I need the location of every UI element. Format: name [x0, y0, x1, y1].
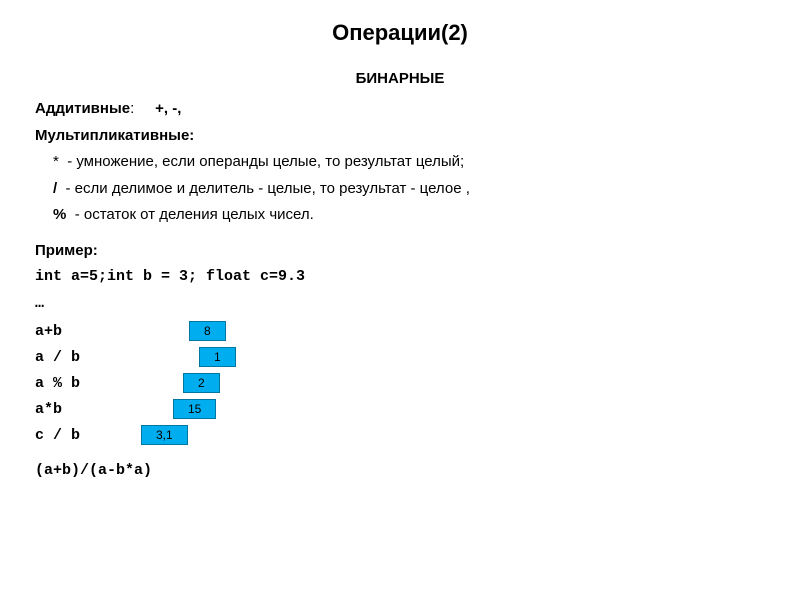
expr-row: c / b 3,1	[35, 424, 765, 446]
result-box: 8	[189, 321, 226, 341]
additive-label: Аддитивные	[35, 100, 130, 117]
example-dots: …	[35, 294, 765, 314]
additive-ops: +, -,	[155, 100, 181, 117]
mult-sym-2: %	[53, 206, 66, 223]
result-box: 1	[199, 347, 236, 367]
mult-sym-0: *	[53, 153, 59, 170]
mult-item-2: % - остаток от деления целых чисел.	[35, 205, 765, 225]
expr-label: a+b	[35, 323, 125, 340]
section-subtitle: БИНАРНЫЕ	[35, 70, 765, 87]
expr-row: a+b 8	[35, 320, 765, 342]
multiplicative-label: Мультипликативные:	[35, 126, 765, 146]
result-box: 2	[183, 373, 220, 393]
expr-label: c / b	[35, 427, 125, 444]
example-label: Пример:	[35, 241, 765, 261]
expr-label: a % b	[35, 375, 125, 392]
final-expression: (a+b)/(a-b*a)	[35, 462, 765, 479]
mult-sym-1: /	[53, 180, 57, 197]
page-title: Операции(2)	[35, 20, 765, 46]
mult-text-1: - если делимое и делитель - целые, то ре…	[66, 180, 470, 197]
example-decl: int a=5;int b = 3; float c=9.3	[35, 267, 765, 287]
mult-text-0: - умножение, если операнды целые, то рез…	[67, 153, 464, 170]
expr-label: a / b	[35, 349, 125, 366]
expr-row: a*b 15	[35, 398, 765, 420]
mult-item-0: * - умножение, если операнды целые, то р…	[35, 152, 765, 172]
expression-rows: a+b 8 a / b 1 a % b 2 a*b 15 c / b 3,1	[35, 320, 765, 446]
mult-text-2: - остаток от деления целых чисел.	[75, 206, 314, 223]
result-box: 15	[173, 399, 216, 419]
result-box: 3,1	[141, 425, 188, 445]
additive-line: Аддитивные: +, -,	[35, 99, 765, 119]
mult-item-1: / - если делимое и делитель - целые, то …	[35, 179, 765, 199]
expr-row: a % b 2	[35, 372, 765, 394]
expr-label: a*b	[35, 401, 125, 418]
expr-row: a / b 1	[35, 346, 765, 368]
